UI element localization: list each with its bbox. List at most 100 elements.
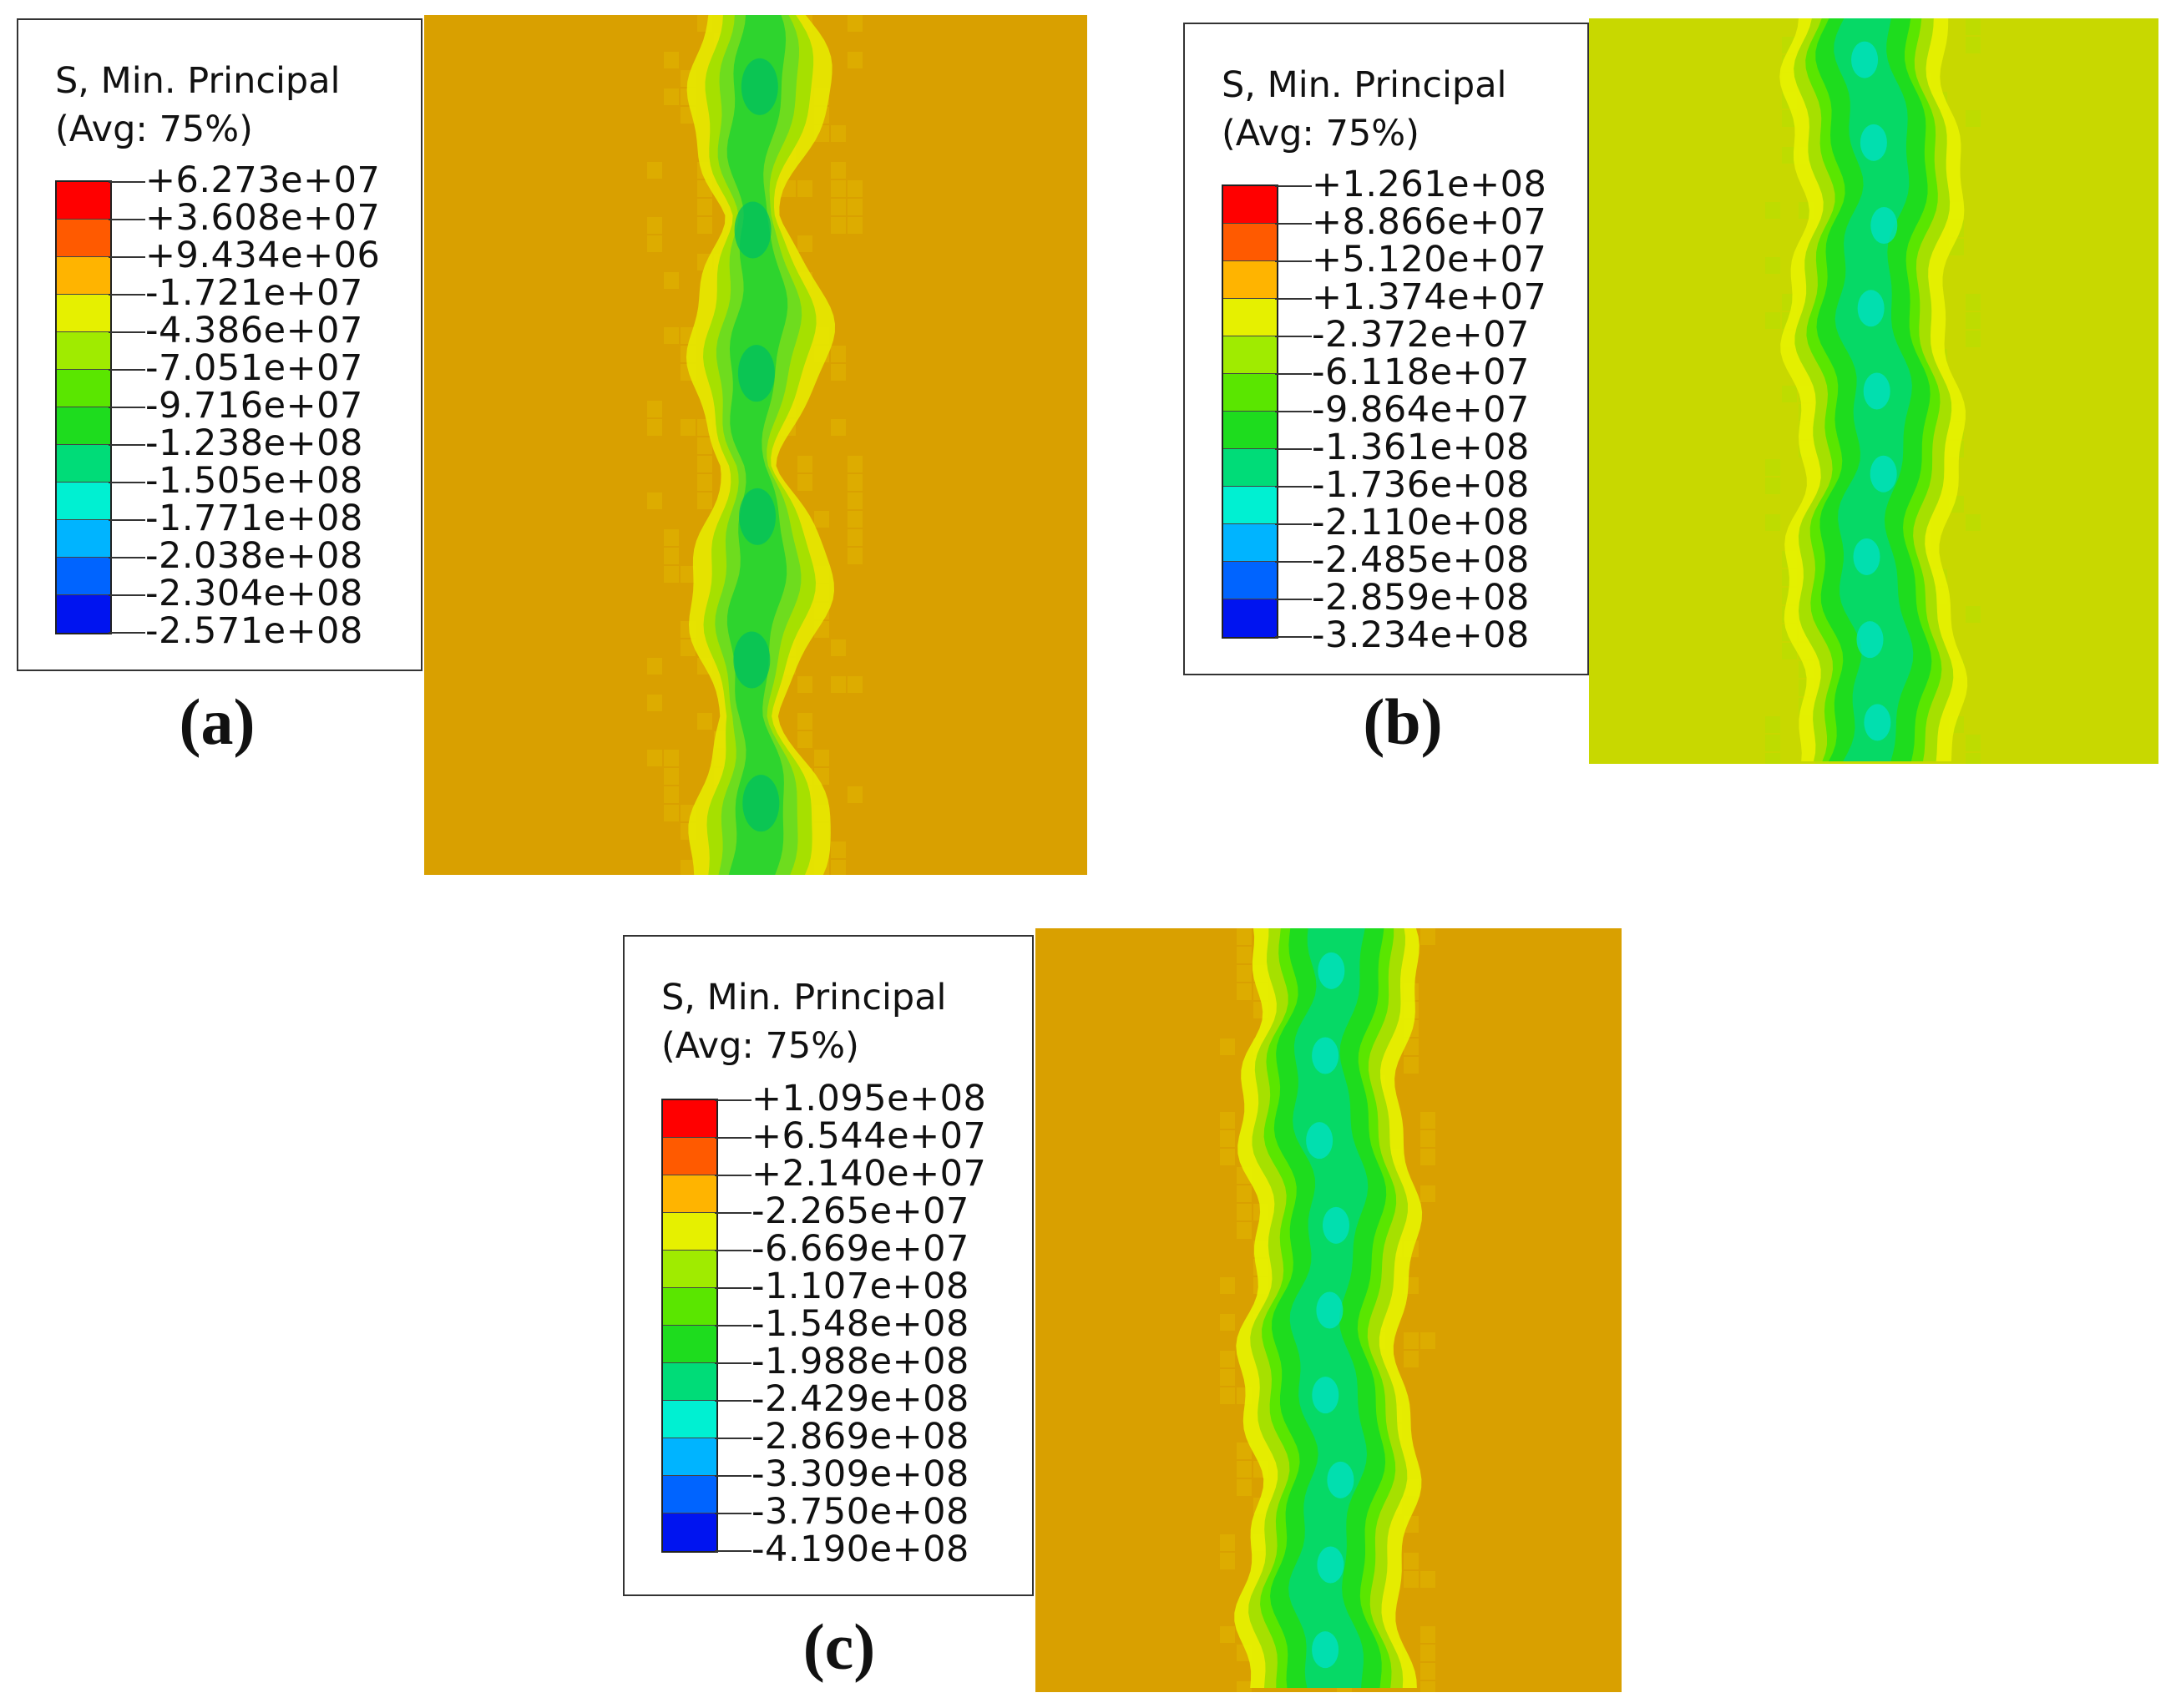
color-swatch [663, 1288, 716, 1326]
legend-value: -3.750e+08 [752, 1491, 969, 1533]
legend-tick [109, 407, 145, 408]
mesh-cell [1966, 606, 1981, 623]
mesh-cell [681, 419, 696, 436]
stress-hotspot [1323, 1206, 1350, 1244]
stress-contour-plot-c [1035, 928, 1622, 1692]
panel-label-a: (a) [179, 685, 256, 758]
mesh-cell [1765, 312, 1780, 329]
legend-value: +9.434e+06 [145, 235, 381, 276]
legend-tick [109, 519, 145, 521]
mesh-cell [1220, 1130, 1235, 1147]
mesh-cell [1420, 1332, 1435, 1349]
legend-tick [109, 594, 145, 596]
mesh-cell [1966, 735, 1981, 751]
mesh-cell [647, 658, 662, 675]
mesh-cell [1420, 1185, 1435, 1202]
color-swatch [663, 1438, 716, 1476]
legend-tick [1275, 523, 1312, 525]
panel-label-c: (c) [802, 1610, 876, 1683]
mesh-cell [1765, 257, 1780, 274]
legend-value: -4.190e+08 [752, 1529, 969, 1570]
color-bar [661, 1099, 718, 1553]
mesh-cell [1966, 37, 1981, 53]
stress-hotspot [1851, 41, 1879, 78]
mesh-cell [831, 180, 846, 197]
mesh-cell [1765, 478, 1780, 494]
color-swatch [1223, 299, 1277, 336]
legend-tick [715, 1513, 752, 1514]
mesh-cell [1420, 1130, 1435, 1147]
mesh-cell [848, 529, 863, 546]
legend-value: -6.669e+07 [752, 1228, 969, 1270]
legend-value: -1.988e+08 [752, 1341, 969, 1382]
legend-tick [715, 1250, 752, 1251]
color-swatch [1223, 261, 1277, 299]
legend-title-variable: S, Min. Principal [1222, 64, 1507, 106]
legend-tick [1275, 486, 1312, 488]
legend-tick [109, 219, 145, 220]
mesh-cell [1765, 716, 1780, 733]
mesh-cell [1237, 1204, 1252, 1220]
mesh-cell [848, 474, 863, 491]
mesh-cell [647, 750, 662, 766]
legend-value: -3.309e+08 [752, 1453, 969, 1495]
stress-hotspot [737, 345, 775, 402]
mesh-cell [1765, 753, 1780, 764]
legend-value: +6.273e+07 [145, 159, 381, 201]
stress-hotspot [1870, 207, 1898, 245]
mesh-cell [831, 162, 846, 179]
mesh-cell [1420, 1681, 1435, 1692]
stress-hotspot [1863, 372, 1890, 410]
mesh-cell [1237, 1443, 1252, 1459]
legend-tick [1275, 373, 1312, 375]
mesh-cell [848, 786, 863, 803]
mesh-cell [664, 88, 679, 105]
color-swatch [57, 483, 110, 520]
color-swatch [1223, 224, 1277, 261]
color-swatch [1223, 599, 1277, 637]
legend-tick [1275, 411, 1312, 412]
legend-value: -1.361e+08 [1312, 427, 1530, 468]
mesh-cell [1220, 1369, 1235, 1386]
mesh-cell [664, 327, 679, 344]
mesh-cell [1404, 1553, 1419, 1569]
stress-hotspot [1306, 1122, 1333, 1160]
legend-tick [715, 1212, 752, 1214]
legend-tick [715, 1438, 752, 1439]
mesh-cell [1237, 1681, 1252, 1692]
legend-tick [715, 1325, 752, 1326]
legend-value: -2.571e+08 [145, 610, 363, 652]
legend-value: +5.120e+07 [1312, 239, 1547, 280]
contour-svg [1589, 18, 2158, 764]
mesh-cell [681, 566, 696, 583]
mesh-cell [848, 493, 863, 509]
legend-tick [1275, 599, 1312, 600]
legend-value: -3.234e+08 [1312, 614, 1530, 656]
mesh-cell [797, 474, 812, 491]
color-swatch [1223, 186, 1277, 224]
mesh-cell [1220, 1534, 1235, 1551]
mesh-cell [1404, 1057, 1419, 1074]
mesh-cell [1782, 147, 1797, 164]
legend-value: -6.118e+07 [1312, 351, 1530, 393]
mesh-cell [697, 474, 712, 491]
color-swatch [663, 1138, 716, 1175]
mesh-cell [697, 437, 712, 454]
legend-value: -7.051e+07 [145, 347, 363, 389]
mesh-cell [1782, 386, 1797, 402]
color-swatch [1223, 524, 1277, 562]
mesh-cell [797, 731, 812, 748]
color-swatch [57, 370, 110, 407]
legend-value: -1.721e+07 [145, 272, 363, 314]
mesh-cell [664, 529, 679, 546]
mesh-cell [1966, 110, 1981, 127]
legend-value: -2.110e+08 [1312, 502, 1530, 543]
legend-title-averaging: (Avg: 75%) [661, 1025, 859, 1067]
mesh-cell [664, 805, 679, 821]
color-swatch [1223, 374, 1277, 412]
legend-tick [109, 369, 145, 371]
legend-value: -1.771e+08 [145, 498, 363, 539]
mesh-cell [831, 676, 846, 693]
mesh-cell [1220, 1351, 1235, 1367]
mesh-cell [797, 676, 812, 693]
